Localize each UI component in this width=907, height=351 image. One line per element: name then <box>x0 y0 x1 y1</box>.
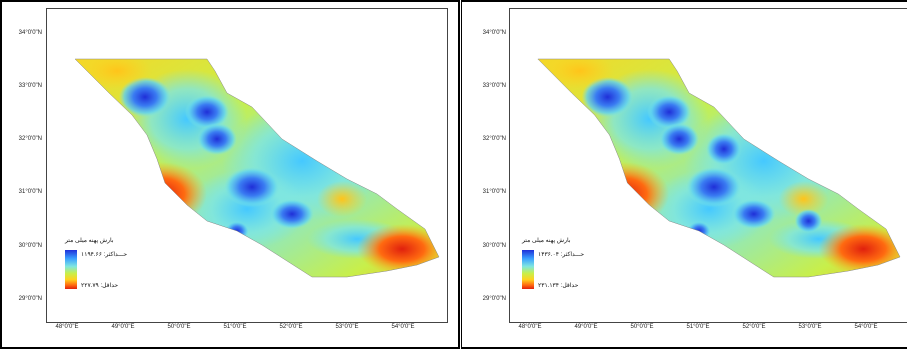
lat-label-30: 30°0'0"N <box>18 243 42 249</box>
lon-label-51: 51°0'0"E <box>686 324 710 330</box>
lon-label-53: 53°0'0"E <box>335 324 359 330</box>
legend-max-label: حـــداکثر: ۱۴۳۶.۰۴ <box>538 252 585 258</box>
lat-label-33: 33°0'0"N <box>482 83 506 89</box>
legend-min-label: حداقل: ۲۲۷.۷۹ <box>81 283 119 289</box>
lat-label-30: 30°0'0"N <box>482 243 506 249</box>
precipitation-map <box>510 9 907 322</box>
legend-max-label: حـــداکثر: ۱۱۹۴.۶۶ <box>81 252 128 258</box>
lon-label-52: 52°0'0"E <box>742 324 766 330</box>
map-legend: بارش پهنه میلی متر حـــداکثر: ۱۴۳۶.۰۴ حد… <box>522 237 602 307</box>
lat-label-29: 29°0'0"N <box>18 296 42 302</box>
legend-color-ramp <box>522 250 534 289</box>
legend-color-ramp <box>65 250 77 289</box>
lon-label-49: 49°0'0"E <box>111 324 135 330</box>
lon-label-53: 53°0'0"E <box>798 324 822 330</box>
lon-label-52: 52°0'0"E <box>279 324 303 330</box>
lat-label-32: 32°0'0"N <box>482 136 506 142</box>
legend-title: بارش پهنه میلی متر <box>522 238 571 244</box>
lat-label-29: 29°0'0"N <box>482 296 506 302</box>
lat-label-33: 33°0'0"N <box>18 83 42 89</box>
lon-label-48: 48°0'0"E <box>518 324 542 330</box>
lon-label-50: 50°0'0"E <box>630 324 654 330</box>
lat-label-31: 31°0'0"N <box>18 189 42 195</box>
lon-label-51: 51°0'0"E <box>223 324 247 330</box>
lon-label-48: 48°0'0"E <box>55 324 79 330</box>
lon-label-50: 50°0'0"E <box>167 324 191 330</box>
lon-label-54: 54°0'0"E <box>854 324 878 330</box>
map-panel-right: 34°0'0"N 33°0'0"N 32°0'0"N 31°0'0"N 30°0… <box>461 0 907 349</box>
legend-title: بارش پهنه میلی متر <box>65 238 114 244</box>
lon-label-49: 49°0'0"E <box>574 324 598 330</box>
lat-label-34: 34°0'0"N <box>18 30 42 36</box>
map-frame: بارش پهنه میلی متر حـــداکثر: ۱۱۹۴.۶۶ حد… <box>46 8 448 323</box>
map-panel-left: 34°0'0"N 33°0'0"N 32°0'0"N 31°0'0"N 30°0… <box>0 0 460 349</box>
map-frame: بارش پهنه میلی متر حـــداکثر: ۱۴۳۶.۰۴ حد… <box>509 8 907 323</box>
lat-label-34: 34°0'0"N <box>482 30 506 36</box>
legend-min-label: حداقل: ۲۳۱.۱۳۴ <box>538 283 579 289</box>
lat-label-32: 32°0'0"N <box>18 136 42 142</box>
map-legend: بارش پهنه میلی متر حـــداکثر: ۱۱۹۴.۶۶ حد… <box>65 237 145 307</box>
lat-label-31: 31°0'0"N <box>482 189 506 195</box>
lon-label-54: 54°0'0"E <box>391 324 415 330</box>
